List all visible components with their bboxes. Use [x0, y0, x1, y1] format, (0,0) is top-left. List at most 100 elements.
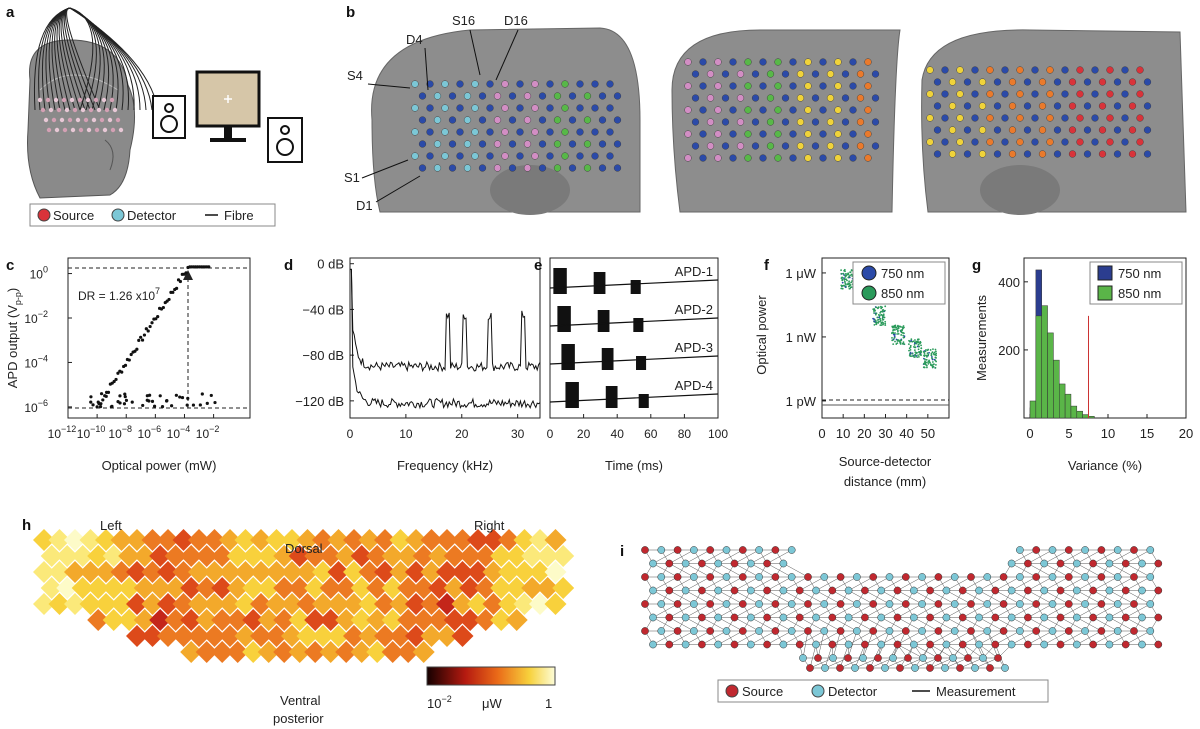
- optode-dot: [1038, 102, 1047, 110]
- measurement-line: [652, 576, 678, 591]
- optode-dot: [774, 58, 782, 66]
- measurement-line: [1109, 576, 1135, 591]
- measurement-line: [1125, 549, 1151, 564]
- heatmap-tile: [358, 529, 381, 551]
- optode-dot: [606, 104, 614, 112]
- measurement-line: [815, 630, 841, 645]
- detector-node: [787, 573, 796, 581]
- heatmap-tile: [397, 609, 420, 631]
- detector-node: [1040, 559, 1049, 568]
- chart-e-pulse: [597, 310, 610, 332]
- heatmap-tile: [397, 641, 420, 663]
- chart-d-y-ticks: 0 dB −40 dB −80 dB −120 dB: [295, 257, 354, 409]
- heatmap-tile: [71, 577, 94, 599]
- optode-dot: [448, 116, 457, 124]
- source-node: [926, 613, 934, 622]
- optode-dot: [456, 80, 464, 88]
- source-node: [1154, 613, 1163, 622]
- optode-dot: [531, 104, 539, 112]
- heatmap-tile: [474, 577, 497, 599]
- source-node: [1130, 600, 1138, 608]
- chart-f-point: [875, 323, 878, 326]
- measurement-line: [1044, 576, 1069, 591]
- chart-c-point: [101, 398, 105, 402]
- detector-node: [1007, 640, 1016, 649]
- heatmap-tile: [56, 577, 79, 599]
- heatmap-tile: [412, 577, 435, 599]
- optode-dot: [721, 70, 730, 78]
- heatmap-tile: [195, 641, 218, 663]
- source-node: [814, 654, 822, 662]
- measurement-line: [685, 603, 711, 618]
- source-node: [1121, 640, 1130, 649]
- heatmap-tile: [467, 561, 489, 583]
- source-node: [1064, 573, 1073, 581]
- heatmap-tile: [219, 593, 241, 615]
- heatmap-tile: [48, 561, 71, 583]
- detector-node: [690, 573, 698, 581]
- source-node: [673, 573, 682, 581]
- heatmap-tile: [188, 529, 210, 551]
- detector-node: [1146, 546, 1155, 554]
- optode-dot: [553, 116, 562, 124]
- optode-dot: [864, 130, 872, 138]
- chart-c-point: [112, 379, 116, 384]
- heatmap-tile: [420, 529, 443, 551]
- chart-c-dr-annotation: DR = 1.26 x107: [78, 286, 160, 303]
- detector-node: [877, 613, 886, 622]
- chart-f-point: [880, 310, 882, 313]
- detector-node: [1001, 664, 1009, 672]
- optode-dot: [849, 82, 857, 90]
- optode-dot: [699, 58, 707, 66]
- optode-dot: [576, 152, 584, 160]
- optode-dot: [433, 92, 442, 100]
- detector-node: [1007, 613, 1016, 622]
- optode-dot: [871, 142, 880, 150]
- measurement-line: [1092, 630, 1118, 645]
- heatmap-tile: [257, 577, 280, 599]
- chart-c-point: [171, 290, 175, 294]
- optode-dot: [759, 106, 767, 114]
- optode-dot: [433, 116, 442, 124]
- heatmap-tiles: [33, 529, 575, 663]
- chart-f-x-tick-label: 20: [857, 426, 871, 441]
- measurement-line: [701, 630, 727, 645]
- head-view-right: [921, 29, 1187, 215]
- chart-c-noise-point: [123, 392, 127, 396]
- detector-node: [755, 573, 763, 581]
- optode-dot: [841, 70, 850, 78]
- chart-f-point: [909, 346, 912, 349]
- measurement-line: [734, 603, 760, 618]
- detector-node: [812, 640, 820, 649]
- heatmap-tile: [273, 641, 296, 663]
- measurement-line: [1076, 549, 1102, 564]
- optode-dot: [804, 130, 812, 138]
- optode-dot: [1023, 150, 1032, 158]
- optode-dot: [546, 80, 554, 88]
- detector-node: [714, 613, 723, 622]
- chart-c-noise-point: [160, 404, 165, 409]
- heatmap-tile: [87, 577, 110, 599]
- optode-dot: [1023, 126, 1032, 134]
- heatmap-tile: [319, 577, 342, 599]
- chart-e-series-label: APD-3: [675, 340, 713, 355]
- measurement-line: [962, 644, 984, 659]
- optode-dot: [789, 154, 797, 162]
- heatmap-tile: [327, 625, 350, 647]
- measurement-line: [848, 603, 874, 618]
- chart-f-point: [930, 354, 933, 356]
- detector-node: [1072, 640, 1081, 649]
- optode-dot: [804, 154, 812, 162]
- chart-f-point: [915, 352, 918, 355]
- measurement-line: [734, 549, 760, 564]
- optode-dot: [811, 142, 820, 150]
- chart-c-noise-point: [98, 405, 103, 409]
- chart-g-bar: [1088, 416, 1095, 419]
- chart-c-noise-point: [104, 394, 108, 398]
- optode-dot: [493, 116, 502, 124]
- source-node: [738, 573, 747, 581]
- chart-f-point: [850, 286, 853, 289]
- chart-f-point: [923, 362, 925, 365]
- detector-node: [1016, 546, 1024, 554]
- heatmap-tile: [552, 577, 575, 599]
